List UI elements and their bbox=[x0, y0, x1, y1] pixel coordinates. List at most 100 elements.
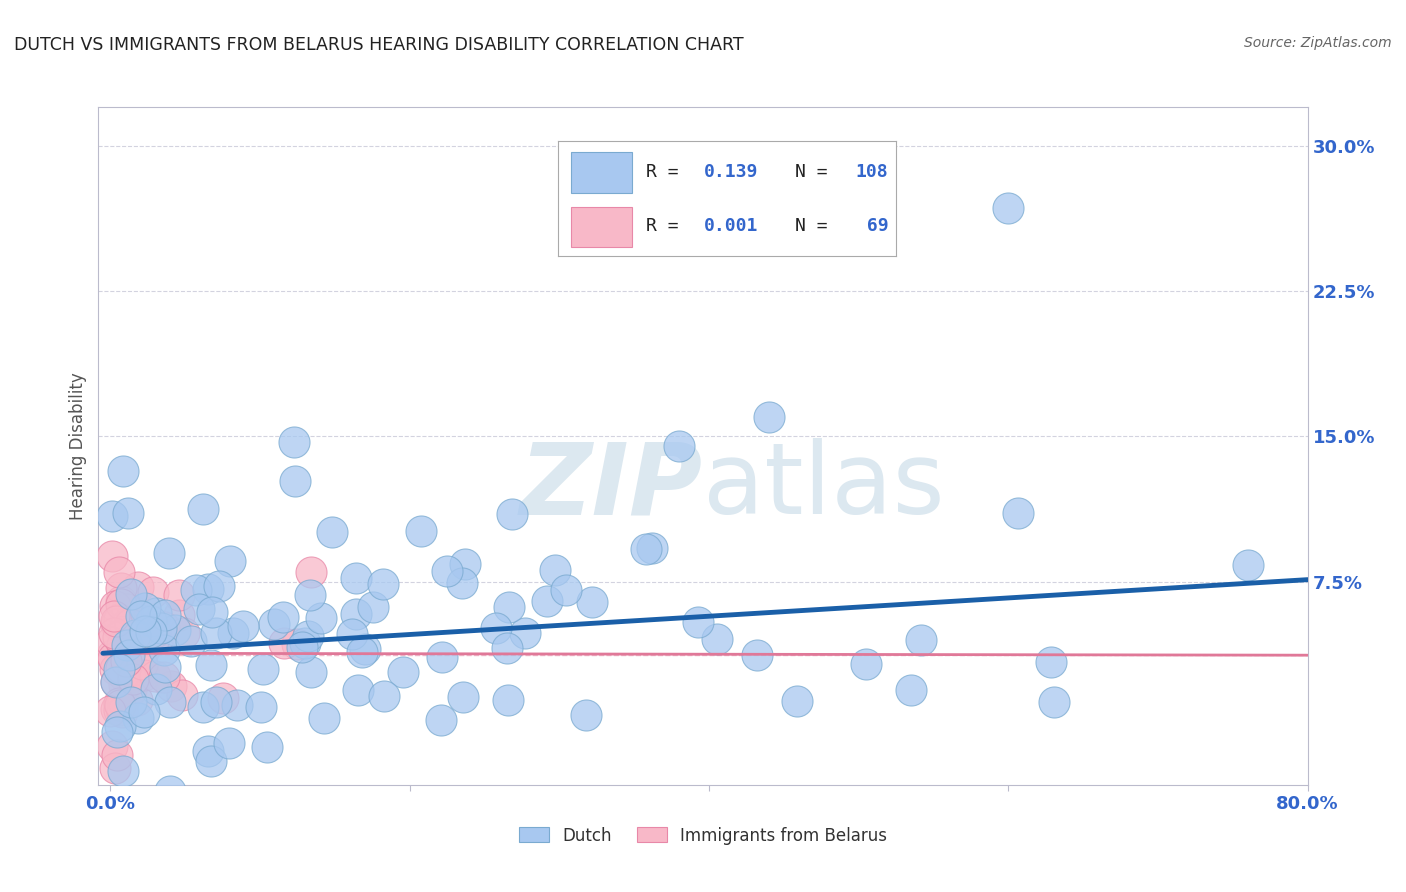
Point bbox=[127, 711, 149, 725]
Point bbox=[142, 585, 165, 599]
Point bbox=[148, 631, 170, 645]
Point bbox=[1236, 558, 1258, 573]
Text: 0.001: 0.001 bbox=[703, 218, 758, 235]
Point bbox=[131, 657, 153, 672]
Point bbox=[1043, 695, 1066, 709]
Point bbox=[108, 698, 131, 712]
Point bbox=[115, 602, 138, 616]
Point bbox=[141, 625, 163, 640]
Text: 0.139: 0.139 bbox=[703, 163, 758, 181]
Point bbox=[111, 696, 134, 710]
Point bbox=[107, 697, 129, 711]
Point bbox=[114, 643, 136, 657]
Point bbox=[132, 645, 155, 659]
Point bbox=[159, 679, 181, 693]
Point bbox=[170, 688, 193, 702]
Point bbox=[197, 582, 219, 596]
Point bbox=[218, 736, 240, 750]
Point bbox=[225, 698, 247, 712]
Point bbox=[125, 693, 148, 707]
Point bbox=[485, 621, 508, 635]
Point bbox=[207, 579, 229, 593]
Point bbox=[298, 588, 321, 602]
Point bbox=[142, 619, 165, 633]
Point bbox=[554, 583, 576, 598]
Point bbox=[128, 668, 150, 682]
Point bbox=[103, 609, 125, 624]
Point bbox=[105, 748, 128, 763]
Point bbox=[145, 606, 167, 620]
Point bbox=[120, 695, 142, 709]
Point bbox=[212, 691, 235, 706]
Point bbox=[105, 614, 128, 628]
Point bbox=[321, 525, 343, 540]
Point bbox=[167, 588, 190, 602]
Point bbox=[115, 654, 138, 668]
Point bbox=[200, 658, 222, 673]
Point bbox=[496, 641, 519, 656]
FancyBboxPatch shape bbox=[571, 153, 633, 193]
Point bbox=[191, 699, 214, 714]
Point bbox=[232, 619, 254, 633]
Point bbox=[159, 695, 181, 709]
Y-axis label: Hearing Disability: Hearing Disability bbox=[69, 372, 87, 520]
Point bbox=[180, 634, 202, 648]
Point bbox=[347, 682, 370, 697]
Point bbox=[112, 657, 135, 672]
Point bbox=[107, 565, 129, 579]
Point bbox=[197, 744, 219, 758]
Point bbox=[451, 690, 474, 704]
Point bbox=[122, 604, 145, 618]
Point bbox=[299, 665, 322, 679]
Point bbox=[688, 615, 710, 630]
Point bbox=[132, 668, 155, 682]
Point bbox=[104, 761, 127, 775]
Point bbox=[283, 474, 305, 488]
Point bbox=[111, 764, 134, 778]
Point bbox=[544, 563, 567, 577]
Point bbox=[575, 707, 598, 722]
Point bbox=[124, 630, 146, 644]
Point bbox=[312, 711, 335, 725]
Text: R =: R = bbox=[645, 163, 689, 181]
Point bbox=[436, 565, 458, 579]
Point bbox=[111, 638, 134, 652]
Point bbox=[900, 682, 922, 697]
Point bbox=[454, 557, 477, 571]
Point bbox=[117, 506, 139, 520]
Point bbox=[153, 620, 176, 634]
Text: ZIP: ZIP bbox=[520, 438, 703, 535]
Point bbox=[263, 617, 285, 632]
Text: R =: R = bbox=[645, 218, 689, 235]
Point bbox=[271, 610, 294, 624]
Point bbox=[855, 657, 877, 671]
Point bbox=[201, 605, 224, 619]
Point bbox=[111, 706, 134, 720]
Point bbox=[114, 619, 136, 633]
Point bbox=[105, 724, 128, 739]
Point bbox=[163, 623, 186, 637]
Point bbox=[641, 541, 664, 556]
Point bbox=[104, 662, 127, 676]
Point bbox=[124, 627, 146, 641]
Point bbox=[143, 625, 166, 640]
Point bbox=[100, 705, 122, 719]
Point bbox=[105, 674, 128, 689]
Point bbox=[115, 638, 138, 652]
Point bbox=[249, 700, 271, 714]
Point bbox=[285, 637, 308, 651]
Point bbox=[103, 625, 125, 640]
Point bbox=[132, 705, 155, 719]
Point bbox=[430, 649, 453, 664]
Point bbox=[498, 599, 520, 614]
Point bbox=[997, 201, 1019, 215]
Point bbox=[134, 600, 156, 615]
Point bbox=[139, 614, 162, 628]
Point bbox=[200, 754, 222, 768]
Point bbox=[127, 581, 149, 595]
Point bbox=[205, 626, 228, 640]
Point bbox=[193, 501, 215, 516]
Point bbox=[188, 602, 211, 616]
Text: N =: N = bbox=[794, 218, 838, 235]
Point bbox=[101, 508, 124, 523]
